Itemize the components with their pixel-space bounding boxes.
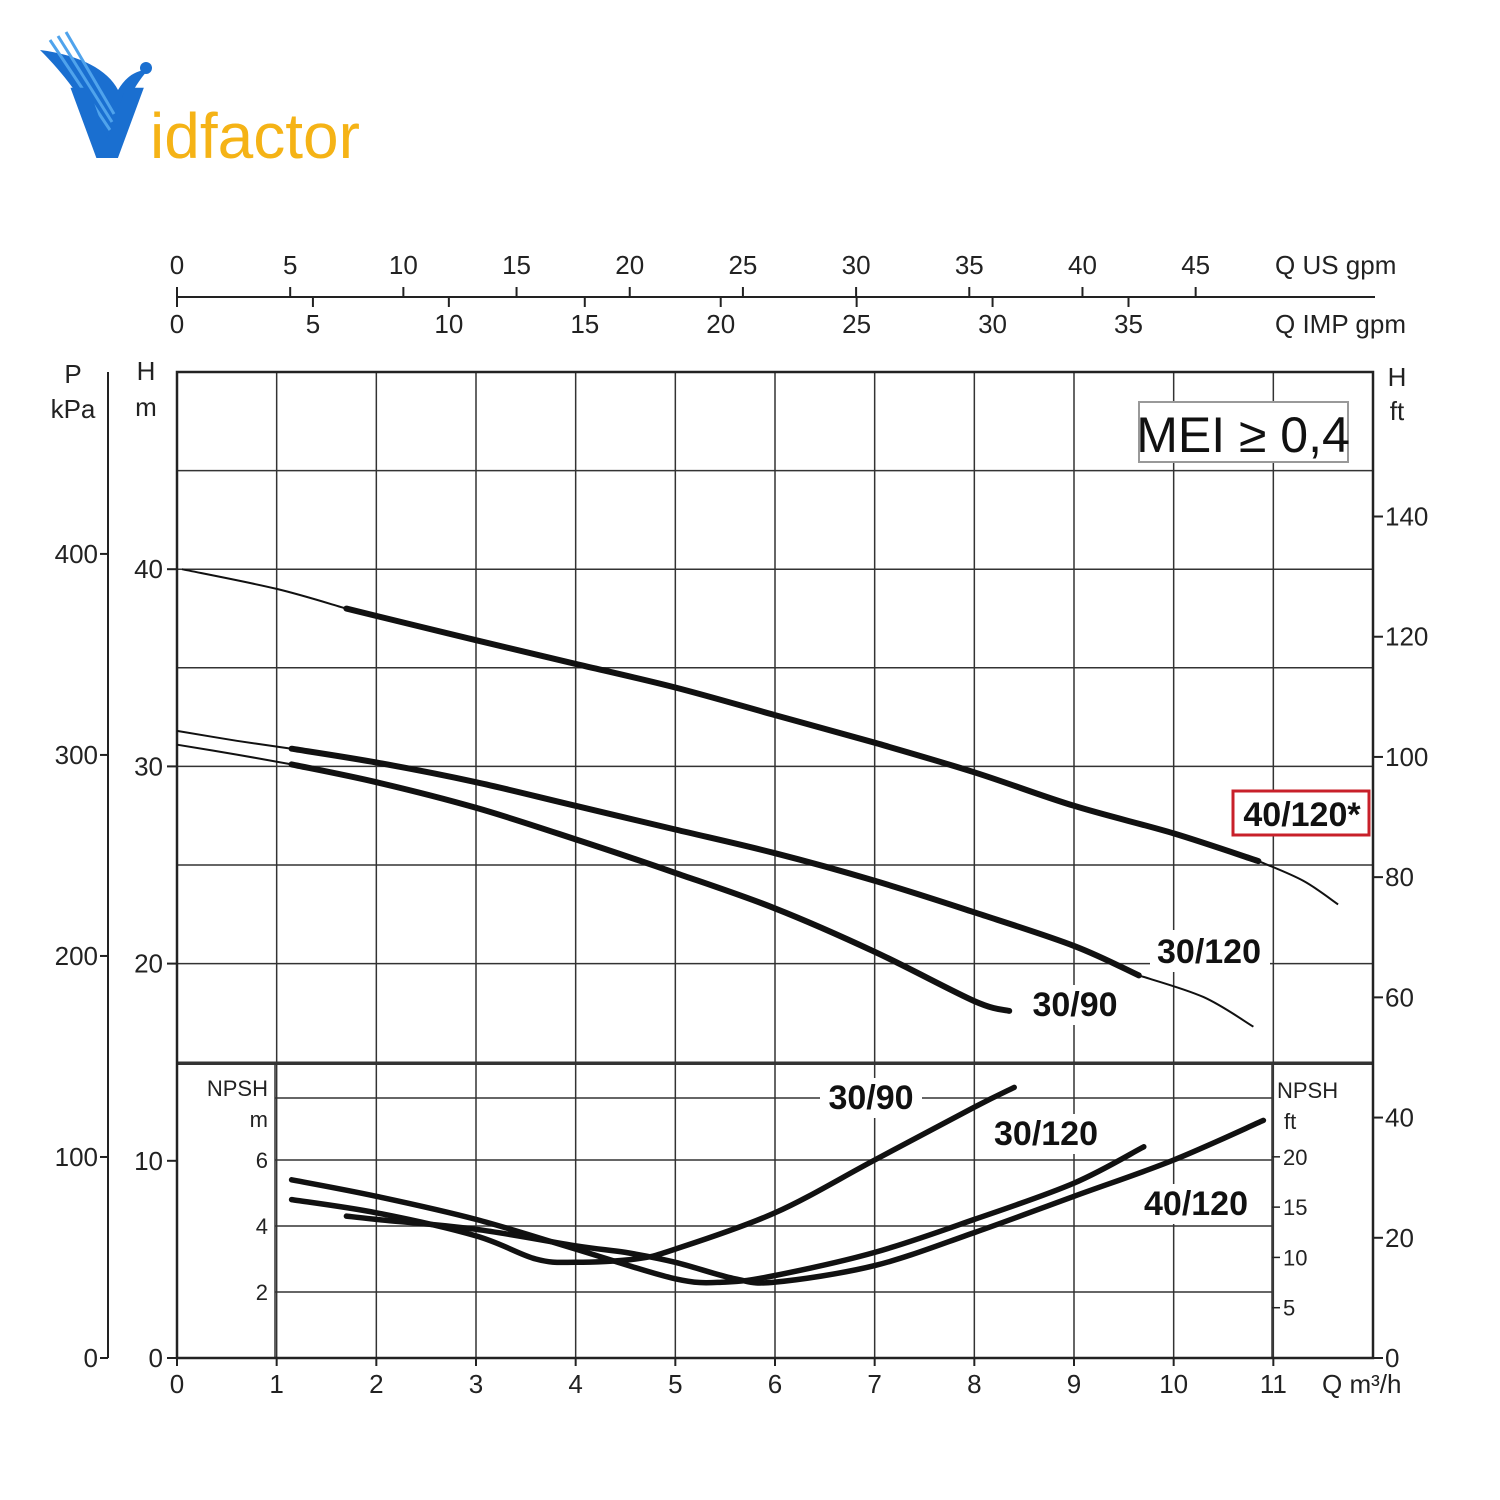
x-tick-label-2: 2 xyxy=(369,1369,383,1399)
h-tick-label-10: 10 xyxy=(134,1146,163,1176)
mei-badge-text: MEI ≥ 0,4 xyxy=(1136,407,1350,463)
npsh-m-label-unit: m xyxy=(250,1107,268,1132)
npsh-m-tick-4: 4 xyxy=(256,1214,268,1239)
hft-tick-label-40: 40 xyxy=(1385,1103,1414,1133)
h-tick-label-0: 0 xyxy=(149,1343,163,1373)
x-tick-label-5: 5 xyxy=(668,1369,682,1399)
us-tick-label-40: 40 xyxy=(1068,250,1097,280)
npsh-ft-label-symbol: NPSH xyxy=(1277,1078,1338,1103)
label-npsh-30-90: 30/90 xyxy=(828,1079,913,1117)
us-tick-label-0: 0 xyxy=(170,250,184,280)
head-curve-thin-start-40-120 xyxy=(181,568,347,610)
x-tick-label-11: 11 xyxy=(1260,1369,1287,1399)
imp-tick-label-25: 25 xyxy=(842,309,871,339)
head-curve-40-120 xyxy=(343,605,1262,865)
brand-logo: V idfactor xyxy=(40,31,360,181)
p-tick-label-100: 100 xyxy=(55,1142,98,1172)
pressure-label-symbol: P xyxy=(64,359,81,389)
head-curve-thin-start-30-90 xyxy=(176,743,292,766)
pressure-label-unit: kPa xyxy=(51,394,96,424)
npsh-ft-label-unit: ft xyxy=(1284,1109,1296,1134)
h-tick-label-20: 20 xyxy=(134,949,163,979)
label-head-30-90: 30/90 xyxy=(1032,986,1117,1024)
us-tick-label-20: 20 xyxy=(615,250,644,280)
x-tick-label-0: 0 xyxy=(170,1369,184,1399)
h-tick-label-40: 40 xyxy=(134,554,163,584)
hft-tick-label-140: 140 xyxy=(1385,502,1428,532)
head-m-label-symbol: H xyxy=(137,356,156,386)
us-tick-label-35: 35 xyxy=(955,250,984,280)
mei-badge: MEI ≥ 0,4 xyxy=(1136,401,1350,463)
series-labels: 40/120* 30/120 30/90 30/90 30/120 40/120 xyxy=(820,789,1371,1224)
us-tick-label-10: 10 xyxy=(389,250,418,280)
flow-axis-label: Q m³/h xyxy=(1322,1369,1401,1399)
us-tick-label-25: 25 xyxy=(728,250,757,280)
head-curve-thin-end-30-120 xyxy=(1138,974,1254,1028)
imp-tick-label-35: 35 xyxy=(1114,309,1143,339)
logo-bird-icon xyxy=(40,31,152,150)
hft-tick-label-80: 80 xyxy=(1385,862,1414,892)
mei-badge-box xyxy=(1138,401,1349,463)
npsh-ft-tick-10: 10 xyxy=(1283,1245,1307,1270)
us-tick-label-45: 45 xyxy=(1181,250,1210,280)
label-npsh-40-120: 40/120 xyxy=(1144,1185,1248,1223)
npsh-curve-40-120 xyxy=(343,1117,1267,1286)
hft-tick-label-60: 60 xyxy=(1385,982,1414,1012)
x-tick-label-4: 4 xyxy=(568,1369,582,1399)
x-tick-label-9: 9 xyxy=(1067,1369,1081,1399)
top-flow-axes: 0 5 10 15 20 25 30 35 40 45 0 5 10 15 20 25 30 35 Q US g… xyxy=(170,250,1406,339)
p-tick-label-200: 200 xyxy=(55,941,98,971)
npsh-grid xyxy=(275,1097,1272,1293)
us-tick-label-5: 5 xyxy=(283,250,297,280)
npsh-m-tick-6: 6 xyxy=(256,1148,268,1173)
highlight-box xyxy=(1231,789,1371,837)
label-npsh-30-120: 30/120 xyxy=(994,1115,1098,1153)
hft-tick-label-20: 20 xyxy=(1385,1223,1414,1253)
logo-text-v: V xyxy=(70,69,144,181)
head-ft-label-unit: ft xyxy=(1390,396,1405,426)
npsh-ft-tick-5: 5 xyxy=(1283,1296,1295,1321)
hft-tick-label-0: 0 xyxy=(1385,1343,1399,1373)
curves-layer xyxy=(176,568,1339,1286)
imp-tick-label-20: 20 xyxy=(706,309,735,339)
us-tick-label-15: 15 xyxy=(502,250,531,280)
hft-tick-label-120: 120 xyxy=(1385,622,1428,652)
head-curve-30-120 xyxy=(288,745,1142,979)
p-tick-label-400: 400 xyxy=(55,539,98,569)
imp-tick-label-5: 5 xyxy=(306,309,320,339)
x-tick-label-7: 7 xyxy=(867,1369,881,1399)
x-tick-label-1: 1 xyxy=(269,1369,283,1399)
npsh-ft-tick-15: 15 xyxy=(1283,1195,1307,1220)
x-tick-label-3: 3 xyxy=(469,1369,483,1399)
hft-tick-label-100: 100 xyxy=(1385,742,1428,772)
head-curve-thin-start-30-120 xyxy=(176,729,292,750)
npsh-m-label-symbol: NPSH xyxy=(207,1076,268,1101)
x-tick-label-6: 6 xyxy=(768,1369,782,1399)
h-tick-label-30: 30 xyxy=(134,751,163,781)
imp-tick-label-30: 30 xyxy=(978,309,1007,339)
head-ft-label-symbol: H xyxy=(1388,362,1407,392)
npsh-curve-30-120 xyxy=(288,1144,1147,1286)
npsh-m-tick-2: 2 xyxy=(256,1280,268,1305)
label-head-30-120: 30/120 xyxy=(1157,933,1261,971)
us-gpm-label: Q US gpm xyxy=(1275,250,1396,280)
x-tick-label-10: 10 xyxy=(1159,1369,1188,1399)
p-tick-label-300: 300 xyxy=(55,740,98,770)
head-curve-30-90 xyxy=(288,761,1013,1014)
head-m-label-unit: m xyxy=(135,392,157,422)
us-tick-label-30: 30 xyxy=(842,250,871,280)
label-head-40-120: 40/120* xyxy=(1243,796,1361,834)
x-tick-label-8: 8 xyxy=(967,1369,981,1399)
npsh-ft-tick-20: 20 xyxy=(1283,1145,1307,1170)
p-tick-label-0: 0 xyxy=(84,1343,98,1373)
head-curve-thin-end-40-120 xyxy=(1258,860,1339,906)
imp-gpm-label: Q IMP gpm xyxy=(1275,309,1406,339)
imp-tick-label-0: 0 xyxy=(170,309,184,339)
imp-tick-label-10: 10 xyxy=(434,309,463,339)
imp-tick-label-15: 15 xyxy=(570,309,599,339)
logo-text-name: idfactor xyxy=(150,100,360,172)
